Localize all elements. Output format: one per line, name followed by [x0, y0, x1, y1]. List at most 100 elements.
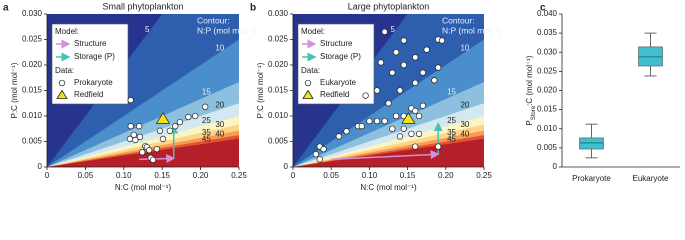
legend-label: Eukaryote — [320, 78, 357, 87]
x-tick-label: 0 — [45, 171, 50, 180]
data-point — [392, 49, 400, 56]
contour-title: Contour: — [197, 15, 230, 25]
data-point — [159, 135, 167, 143]
data-point — [419, 69, 427, 76]
y-tick-label: 0.015 — [268, 86, 289, 95]
contour-label: 10 — [460, 43, 469, 52]
y-tick-label: 0.015 — [537, 105, 558, 114]
x-tick-label: 0.25 — [231, 171, 247, 180]
panel-label: c — [540, 3, 546, 14]
x-tick-label: 0.10 — [116, 171, 132, 180]
legend-heading: Model: — [301, 27, 325, 36]
legend-label: Storage (P) — [74, 52, 115, 61]
legend-heading: Data: — [301, 66, 320, 75]
data-point — [400, 61, 407, 69]
data-point — [435, 64, 442, 71]
data-point — [127, 123, 134, 130]
x-tick-label: 0 — [291, 171, 296, 180]
data-point — [320, 145, 327, 153]
legend-label: Prokaryote — [74, 78, 113, 87]
contour-label: 15 — [202, 88, 211, 97]
data-point — [156, 127, 164, 134]
data-point — [373, 117, 381, 125]
y-tick-label: 0.020 — [268, 60, 289, 69]
data-point — [400, 125, 407, 132]
legend-label: Redfield — [74, 90, 103, 99]
data-point — [149, 156, 157, 164]
data-point — [400, 37, 407, 44]
data-point — [366, 117, 373, 125]
data-point — [423, 46, 430, 53]
data-point — [438, 37, 446, 44]
data-point — [358, 123, 365, 130]
contour-label: 30 — [460, 120, 469, 129]
x-tick-label: 0.05 — [323, 171, 339, 180]
data-point — [176, 118, 184, 126]
x-label: N:C (mol mol⁻¹) — [360, 183, 417, 192]
data-point — [381, 28, 388, 36]
data-point — [126, 135, 134, 143]
y-tick-label: 0.020 — [22, 60, 43, 69]
contour-label: 10 — [215, 43, 224, 52]
redfield-point — [155, 112, 171, 124]
data-point — [166, 127, 174, 134]
model-trajectory — [331, 150, 440, 161]
contour-label: 35 — [202, 128, 211, 137]
x-tick-label: 0.20 — [438, 171, 454, 180]
data-point — [153, 145, 160, 153]
contour-label: 25 — [202, 116, 211, 125]
y-tick-label: 0 — [284, 162, 289, 171]
contour-field — [47, 14, 239, 167]
data-point — [419, 102, 427, 109]
y-tick-label: 0.030 — [22, 9, 43, 18]
contour-title: N:P (mol mol⁻¹) — [442, 25, 501, 35]
data-point — [389, 125, 396, 132]
data-point — [136, 123, 143, 130]
x-tick-label: 0.20 — [193, 171, 209, 180]
panel-title: Large phytoplankton — [348, 1, 430, 11]
legend-swatch — [56, 89, 68, 99]
data-point — [431, 77, 438, 84]
panel-label: a — [3, 3, 9, 14]
data-point — [412, 107, 419, 115]
contour-label: 20 — [460, 101, 469, 110]
y-label: PStore:C (mol mol⁻¹) — [525, 55, 536, 125]
legend-swatch — [302, 89, 314, 99]
y-tick-label: 0.025 — [537, 66, 558, 75]
y-tick-label: 0.005 — [268, 137, 289, 146]
data-point — [130, 131, 137, 139]
y-tick-label: 0.040 — [537, 9, 558, 18]
contour-title: N:P (mol mol⁻¹) — [197, 25, 256, 35]
y-label-rest: :C (mol mol⁻¹) — [525, 55, 534, 106]
data-point — [408, 130, 415, 138]
data-point — [192, 112, 199, 120]
legend-heading: Data: — [55, 66, 74, 75]
data-point — [136, 133, 144, 141]
contour-label: 45 — [202, 135, 211, 144]
data-point — [381, 117, 388, 125]
contour-label: 5 — [145, 25, 150, 34]
panel-label: b — [250, 3, 256, 14]
data-point — [373, 87, 381, 94]
x-tick-label: 0.25 — [476, 171, 492, 180]
data-point — [396, 133, 404, 140]
data-point — [139, 149, 146, 156]
y-tick-label: 0.010 — [268, 111, 289, 120]
legend-label: Structure — [74, 39, 107, 48]
data-point — [415, 112, 423, 120]
y-tick-label: 0.030 — [268, 9, 289, 18]
contour-title: Contour: — [442, 15, 475, 25]
box — [579, 137, 604, 150]
data-point — [343, 128, 350, 135]
data-point — [412, 54, 419, 61]
y-label: P:C (mol mol⁻¹) — [256, 62, 265, 118]
data-point — [127, 97, 134, 104]
contour-label: 15 — [447, 88, 456, 97]
data-point — [412, 79, 419, 86]
y-tick-label: 0.025 — [22, 35, 43, 44]
contour-label: 25 — [447, 116, 456, 125]
legend-box — [297, 23, 375, 105]
y-tick-label: 0 — [553, 162, 558, 171]
y-tick-label: 0 — [38, 162, 43, 171]
